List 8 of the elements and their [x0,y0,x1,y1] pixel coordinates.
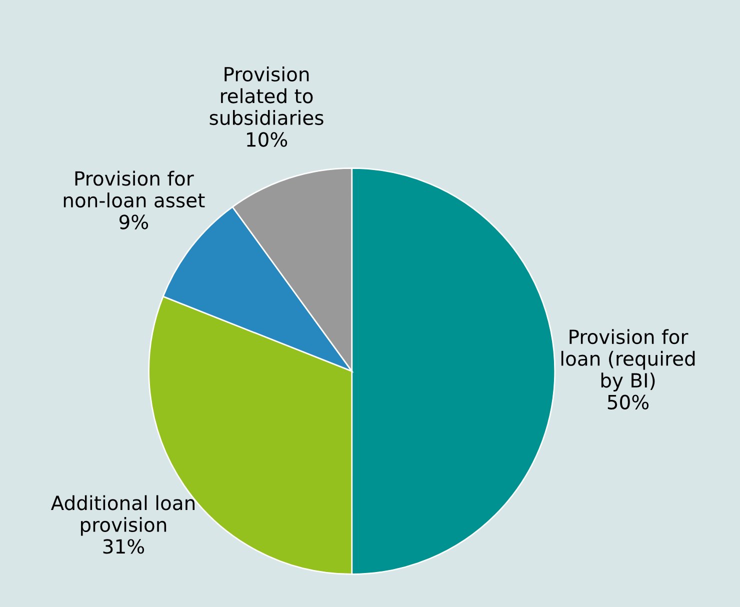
data-label: 10% [247,132,288,147]
slice-label: Provision for loan (required by BI) [561,329,695,392]
slice-label: Provision related to subsidiaries [210,66,324,126]
slice-label: Provision for non-loan asset [64,170,205,208]
data-label: 31% [103,539,144,554]
data-label: 9% [119,214,148,230]
slice-label: Additional loan provision [50,495,194,536]
data-label: 50% [608,394,649,410]
